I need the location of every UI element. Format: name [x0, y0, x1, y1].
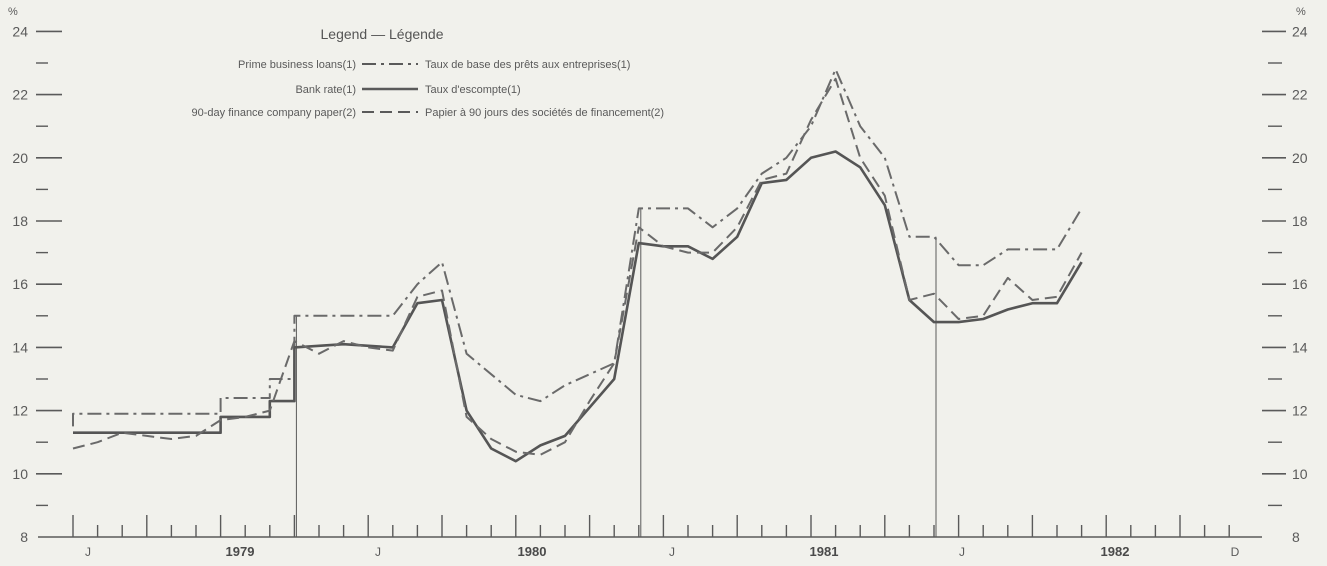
y-tick-label-left: 12 — [12, 403, 28, 419]
y-tick-label-right: 12 — [1292, 403, 1308, 419]
legend-label-en: Prime business loans(1) — [238, 59, 356, 71]
y-tick-label-left: 10 — [12, 466, 28, 482]
x-year-label: 1979 — [226, 544, 255, 559]
y-tick-label-left: 24 — [12, 23, 28, 39]
x-year-label: 1981 — [810, 544, 839, 559]
y-tick-label-right: 10 — [1292, 466, 1308, 482]
x-month-label: J — [959, 545, 965, 559]
x-year-label: 1982 — [1101, 544, 1130, 559]
legend-title: Legend — Légende — [321, 26, 444, 42]
y-tick-label-right: 22 — [1292, 87, 1308, 103]
legend-label-en: Bank rate(1) — [295, 84, 356, 96]
y-tick-label-left: 14 — [12, 339, 28, 355]
y-tick-label-right: 14 — [1292, 339, 1308, 355]
y-tick-label-right: 16 — [1292, 276, 1308, 292]
x-month-label: D — [1231, 545, 1240, 559]
legend-label-fr: Taux d'escompte(1) — [425, 84, 521, 96]
y-unit-right: % — [1296, 6, 1306, 18]
y-tick-label-right: 20 — [1292, 150, 1308, 166]
x-month-label: J — [669, 545, 675, 559]
series-line-prime — [72, 68, 1083, 427]
series-line-bank-rate — [73, 150, 1083, 463]
x-month-label: J — [85, 545, 91, 559]
legend-label-fr: Papier à 90 jours des sociétés de financ… — [425, 107, 664, 119]
legend: Legend — Légende Prime business loans(1) T… — [192, 26, 665, 119]
x-month-label: J — [375, 545, 381, 559]
legend-label-fr: Taux de base des prêts aux entreprises(1… — [425, 59, 630, 71]
y-unit-left: % — [8, 6, 18, 18]
axes — [36, 30, 1286, 538]
y-tick-label-left: 8 — [20, 529, 28, 545]
y-tick-label-left: 22 — [12, 87, 28, 103]
y-tick-label-right: 24 — [1292, 23, 1308, 39]
y-tick-label-left: 18 — [12, 213, 28, 229]
x-year-label: 1980 — [518, 544, 547, 559]
series-line-finance-paper — [72, 77, 1083, 456]
series-group — [72, 68, 1083, 463]
y-tick-label-right: 8 — [1292, 529, 1300, 545]
y-tick-label-left: 16 — [12, 276, 28, 292]
tick-labels: 8 8 10 10 12 12 14 14 16 16 18 18 20 20 22 22 24 24% % J 197… — [8, 6, 1308, 559]
y-tick-label-right: 18 — [1292, 213, 1308, 229]
legend-label-en: 90-day finance company paper(2) — [192, 107, 356, 119]
y-tick-label-left: 20 — [12, 150, 28, 166]
